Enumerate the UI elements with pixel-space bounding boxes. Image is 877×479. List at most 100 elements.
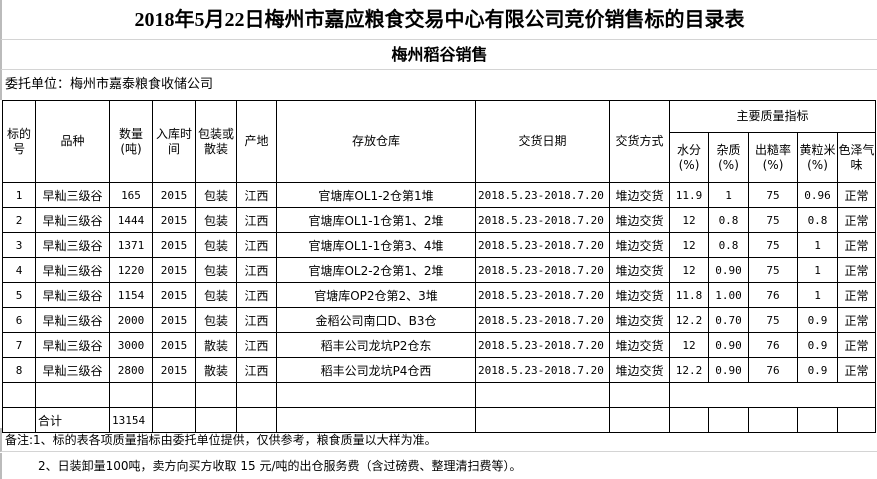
empty-cell <box>236 382 277 408</box>
cell-year: 2015 <box>152 182 196 208</box>
empty-cell <box>276 407 476 433</box>
header-impurity: 杂质(%) <box>708 132 749 183</box>
cell-yellow: 0.9 <box>797 307 838 333</box>
cell-yellow: 0.96 <box>797 182 838 208</box>
total-label: 合计 <box>35 407 110 433</box>
cell-impurity: 1.00 <box>708 282 749 308</box>
empty-cell <box>669 382 876 408</box>
cell-variety: 早籼三级谷 <box>35 307 110 333</box>
cell-impurity: 0.90 <box>708 257 749 283</box>
cell-hull: 75 <box>748 207 798 233</box>
cell-no: 3 <box>2 232 36 258</box>
cell-method: 堆边交货 <box>609 332 670 358</box>
cell-method: 堆边交货 <box>609 307 670 333</box>
cell-year: 2015 <box>152 307 196 333</box>
cell-origin: 江西 <box>236 182 277 208</box>
cell-impurity: 1 <box>708 182 749 208</box>
header-year: 入库时间 <box>152 100 196 183</box>
cell-qty: 165 <box>109 182 153 208</box>
cell-warehouse: 金稻公司南口D、B3仓 <box>276 307 476 333</box>
header-warehouse: 存放仓库 <box>276 100 476 183</box>
cell-qty: 3000 <box>109 332 153 358</box>
cell-warehouse: 官塘库OL1-1仓第3、4堆 <box>276 232 476 258</box>
table-row: 2 早籼三级谷 1444 2015 包装 江西 官塘库OL1-1仓第1、2堆 2018.5.2… <box>2 207 876 233</box>
cell-method: 堆边交货 <box>609 357 670 383</box>
total-row: 合计 13154 <box>2 407 876 433</box>
cell-origin: 江西 <box>236 357 277 383</box>
page-subtitle: 梅州稻谷销售 <box>0 40 877 70</box>
table-row: 5 早籼三级谷 1154 2015 包装 江西 官塘库OP2仓第2、3堆 2018.5.23-… <box>2 282 876 308</box>
cell-pack: 包装 <box>195 207 237 233</box>
header-quality: 主要质量指标 <box>669 100 876 133</box>
cell-qty: 1154 <box>109 282 153 308</box>
cell-date: 2018.5.23-2018.7.20 <box>475 332 610 358</box>
cell-origin: 江西 <box>236 282 277 308</box>
cell-hull: 75 <box>748 232 798 258</box>
header-color: 色泽气味 <box>837 132 876 183</box>
cell-method: 堆边交货 <box>609 232 670 258</box>
empty-cell <box>195 382 237 408</box>
cell-color: 正常 <box>837 232 876 258</box>
cell-impurity: 0.8 <box>708 207 749 233</box>
cell-moisture: 12 <box>669 257 709 283</box>
empty-cell <box>152 382 196 408</box>
cell-warehouse: 官塘库OL1-1仓第1、2堆 <box>276 207 476 233</box>
cell-year: 2015 <box>152 207 196 233</box>
cell-method: 堆边交货 <box>609 182 670 208</box>
cell-yellow: 0.9 <box>797 357 838 383</box>
cell-impurity: 0.90 <box>708 332 749 358</box>
header-date: 交货日期 <box>475 100 610 183</box>
cell-year: 2015 <box>152 282 196 308</box>
cell-variety: 早籼三级谷 <box>35 182 110 208</box>
empty-cell <box>609 407 670 433</box>
cell-year: 2015 <box>152 357 196 383</box>
cell-yellow: 1 <box>797 282 838 308</box>
empty-cell <box>276 382 476 408</box>
cell-warehouse: 稻丰公司龙坑P2仓东 <box>276 332 476 358</box>
cell-warehouse: 官塘库OP2仓第2、3堆 <box>276 282 476 308</box>
header-yellow: 黄粒米(%) <box>797 132 838 183</box>
empty-cell <box>708 407 749 433</box>
cell-color: 正常 <box>837 357 876 383</box>
cell-no: 5 <box>2 282 36 308</box>
cell-color: 正常 <box>837 257 876 283</box>
header-origin: 产地 <box>236 100 277 183</box>
cell-warehouse: 官塘库OL1-2仓第1堆 <box>276 182 476 208</box>
cell-no: 2 <box>2 207 36 233</box>
cell-color: 正常 <box>837 332 876 358</box>
cell-pack: 包装 <box>195 182 237 208</box>
cell-moisture: 11.8 <box>669 282 709 308</box>
cell-method: 堆边交货 <box>609 257 670 283</box>
cell-hull: 75 <box>748 307 798 333</box>
cell-color: 正常 <box>837 307 876 333</box>
cell-no: 6 <box>2 307 36 333</box>
page-title: 2018年5月22日梅州市嘉应粮食交易中心有限公司竞价销售标的目录表 <box>0 0 877 40</box>
cell-date: 2018.5.23-2018.7.20 <box>475 357 610 383</box>
cell-variety: 早籼三级谷 <box>35 232 110 258</box>
cell-variety: 早籼三级谷 <box>35 282 110 308</box>
header-pack: 包装或散装 <box>195 100 237 183</box>
cell-moisture: 11.9 <box>669 182 709 208</box>
empty-cell <box>748 407 798 433</box>
cell-hull: 76 <box>748 357 798 383</box>
empty-cell <box>475 407 610 433</box>
cell-method: 堆边交货 <box>609 282 670 308</box>
cell-impurity: 0.90 <box>708 357 749 383</box>
cell-date: 2018.5.23-2018.7.20 <box>475 232 610 258</box>
empty-cell <box>475 382 610 408</box>
cell-variety: 早籼三级谷 <box>35 207 110 233</box>
cell-pack: 包装 <box>195 232 237 258</box>
table-row: 6 早籼三级谷 2000 2015 包装 江西 金稻公司南口D、B3仓 2018.5.23-2… <box>2 307 876 333</box>
cell-pack: 包装 <box>195 282 237 308</box>
cell-no: 1 <box>2 182 36 208</box>
header-moisture: 水分(%) <box>669 132 709 183</box>
cell-yellow: 1 <box>797 257 838 283</box>
cell-color: 正常 <box>837 282 876 308</box>
empty-cell <box>837 407 876 433</box>
cell-origin: 江西 <box>236 307 277 333</box>
cell-moisture: 12.2 <box>669 357 709 383</box>
cell-color: 正常 <box>837 182 876 208</box>
cell-year: 2015 <box>152 332 196 358</box>
cell-hull: 75 <box>748 257 798 283</box>
cell-no: 7 <box>2 332 36 358</box>
